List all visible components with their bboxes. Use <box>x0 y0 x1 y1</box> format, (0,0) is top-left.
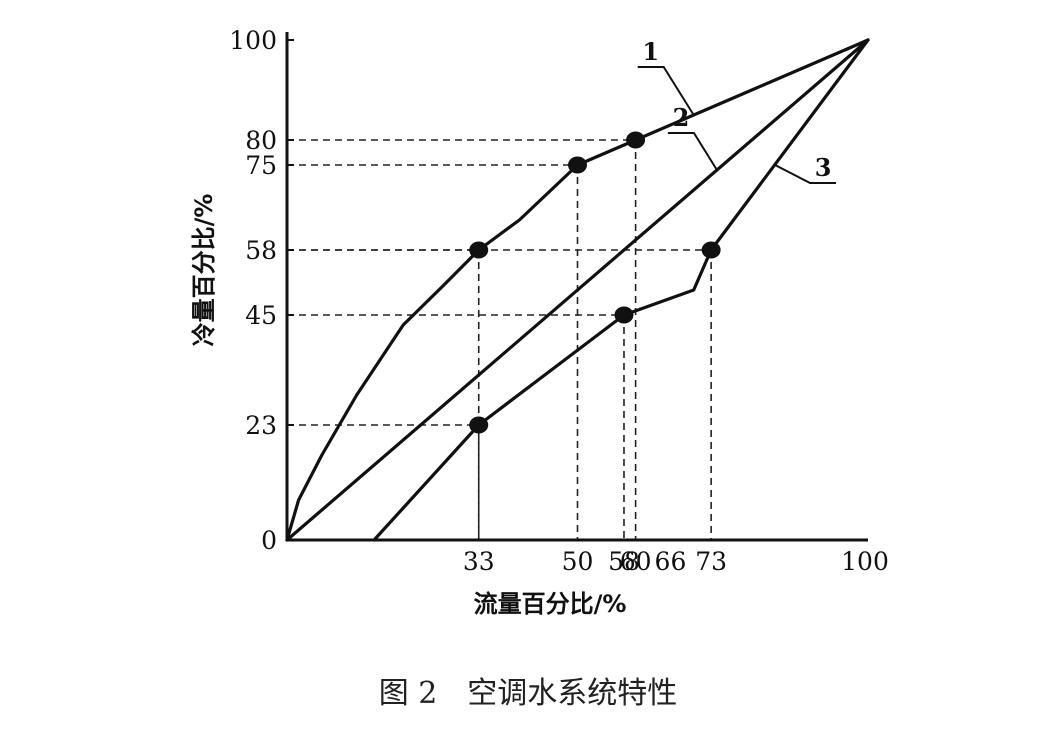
data-markers <box>469 131 721 434</box>
series-labels: 1 2 3 <box>637 37 837 184</box>
series-3-point-58-45 <box>614 306 634 324</box>
y-tick-label-80: 80 <box>245 126 277 155</box>
y-tick-label-23: 23 <box>245 411 277 440</box>
guide-lines <box>287 139 712 540</box>
x-axis-title: 流量百分比/% <box>474 590 627 618</box>
y-tick-label-100: 100 <box>229 26 277 55</box>
series-3-line <box>372 38 870 542</box>
series-3-leader <box>774 164 837 184</box>
series-3-point-73-58 <box>701 241 721 259</box>
axes <box>285 32 868 542</box>
series-1-label: 1 <box>642 37 659 66</box>
y-axis-title: 冷量百分比/% <box>190 194 218 347</box>
series-3-point-33-23 <box>469 416 489 434</box>
figure-caption: 图 2 空调水系统特性 <box>379 676 678 711</box>
series-1-leader <box>637 66 695 116</box>
series-1-point-60-80 <box>626 131 646 149</box>
x-tick-label-73: 73 <box>695 547 727 576</box>
curves <box>285 38 870 542</box>
x-tick-label-50: 50 <box>562 547 594 576</box>
series-1-point-33-58 <box>469 241 489 259</box>
x-tick-label-33: 33 <box>463 547 495 576</box>
series-2-line <box>285 38 870 542</box>
series-2-leader <box>667 132 718 171</box>
y-tick-label-0: 0 <box>261 526 277 555</box>
y-tick-label-75: 75 <box>245 151 277 180</box>
series-1-point-50-75 <box>568 156 587 174</box>
x-tick-label-60: 60 <box>620 547 652 576</box>
series-3-label: 3 <box>815 153 832 182</box>
series-2-label: 2 <box>673 103 690 132</box>
x-tick-label-66: 66 <box>655 547 687 576</box>
series-1-line <box>285 38 870 542</box>
y-tick-label-58: 58 <box>245 236 277 265</box>
x-tick-label-58: 58 <box>608 547 640 576</box>
y-tick-label-45: 45 <box>245 301 277 330</box>
x-tick-label-100: 100 <box>841 547 889 576</box>
